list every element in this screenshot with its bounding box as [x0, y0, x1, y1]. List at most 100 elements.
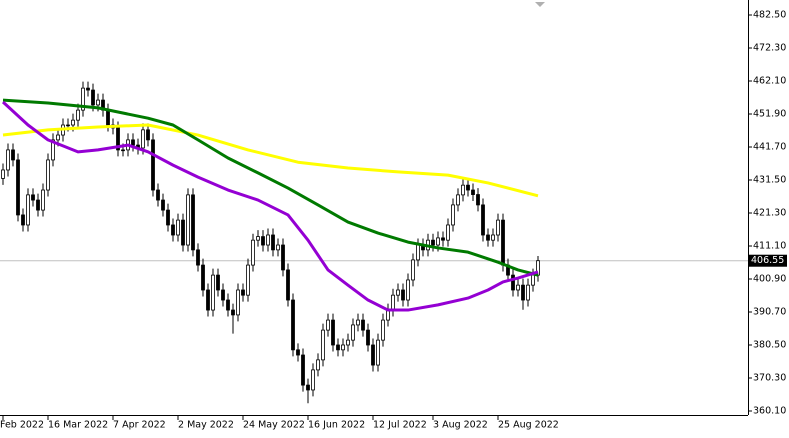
candle-body	[246, 264, 250, 296]
candle-body	[106, 109, 110, 126]
candle-body	[266, 234, 270, 246]
x-tick-label: 3 Aug 2022	[433, 420, 488, 431]
candle-body	[391, 294, 395, 311]
candle-body	[501, 219, 505, 266]
candle-body	[221, 289, 225, 301]
y-tick-label: 462.10	[753, 76, 786, 87]
candle-body	[476, 194, 480, 206]
candle-body	[466, 184, 470, 191]
candle-body	[411, 259, 415, 281]
candle-body	[451, 204, 455, 226]
candle-body	[296, 349, 300, 356]
candle-body	[166, 209, 170, 226]
candle-body	[146, 129, 150, 141]
x-tick-label: 16 Jun 2022	[308, 420, 365, 431]
candle-body	[306, 384, 310, 391]
candle-body	[401, 289, 405, 301]
candle-body	[91, 89, 95, 106]
candle-body	[26, 194, 30, 226]
shift-marker	[535, 2, 545, 7]
candle-body	[406, 279, 410, 301]
candle-body	[496, 219, 500, 236]
candle-body	[521, 284, 525, 301]
candle-body	[416, 244, 420, 261]
candle-body	[16, 159, 20, 216]
candle-body	[31, 194, 35, 201]
candle-body	[161, 199, 165, 211]
y-tick-label: 370.30	[753, 372, 786, 383]
candle-body	[131, 139, 135, 146]
candle-body	[151, 139, 155, 191]
candle-body	[186, 194, 190, 246]
candle-body	[446, 224, 450, 241]
candle-body	[381, 319, 385, 341]
candle-body	[81, 87, 85, 111]
x-tick-label: 2 May 2022	[178, 420, 234, 431]
candle-body	[276, 244, 280, 251]
candle-body	[516, 284, 520, 291]
candle-body	[171, 224, 175, 236]
candle-body	[256, 236, 260, 241]
last-price-label: 406.55	[751, 255, 784, 266]
candle-body	[321, 329, 325, 361]
candle-body	[251, 239, 255, 266]
candle-body	[231, 309, 235, 316]
candle-body	[1, 169, 5, 179]
candle-body	[456, 194, 460, 206]
candle-body	[441, 237, 445, 241]
candle-body	[361, 319, 365, 331]
y-tick-label: 390.70	[753, 306, 786, 317]
candle-body	[191, 194, 195, 251]
candle-body	[326, 319, 330, 331]
moving-average	[2, 123, 539, 198]
y-tick-label: 360.10	[753, 405, 786, 416]
candle-body	[261, 236, 265, 246]
candle-body	[531, 274, 535, 286]
candle-body	[86, 87, 90, 91]
y-tick-label: 400.90	[753, 273, 786, 284]
candle-body	[46, 159, 50, 191]
candle-body	[331, 319, 335, 346]
candle-body	[36, 199, 40, 211]
candle-body	[141, 129, 145, 149]
candle-body	[291, 299, 295, 351]
x-tick-label: Feb 2022	[0, 420, 44, 431]
y-tick-label: 431.50	[753, 175, 786, 186]
candle-body	[201, 264, 205, 291]
x-tick-label: 25 Aug 2022	[498, 420, 559, 431]
candle-body	[341, 344, 345, 351]
y-tick-label: 411.10	[753, 240, 786, 251]
candle-body	[371, 344, 375, 366]
candle-body	[386, 309, 390, 321]
candle-body	[206, 289, 210, 311]
candle-body	[211, 274, 215, 311]
candle-body	[241, 289, 245, 296]
x-tick-label: 24 May 2022	[243, 420, 305, 431]
candle-body	[6, 149, 10, 171]
candle-body	[71, 119, 75, 126]
candle-body	[336, 344, 340, 351]
candle-body	[351, 324, 355, 341]
candle-body	[481, 204, 485, 236]
x-tick-label: 16 Mar 2022	[48, 420, 108, 431]
moving-average	[2, 98, 539, 277]
x-tick-label: 12 Jul 2022	[373, 420, 427, 431]
y-tick-label: 421.30	[753, 207, 786, 218]
candle-body	[526, 284, 530, 301]
candle-body	[396, 289, 400, 296]
candle-body	[366, 329, 370, 346]
candle-body	[311, 369, 315, 391]
candle-body	[491, 234, 495, 241]
x-tick-label: 7 Apr 2022	[113, 420, 166, 431]
candle-body	[271, 234, 275, 251]
candle-body	[436, 237, 440, 246]
candle-body	[96, 99, 100, 106]
candle-body	[226, 299, 230, 311]
candle-body	[56, 134, 60, 141]
candle-body	[181, 219, 185, 246]
y-tick-label: 441.70	[753, 142, 786, 153]
candle-body	[51, 139, 55, 161]
candle-body	[431, 239, 435, 246]
